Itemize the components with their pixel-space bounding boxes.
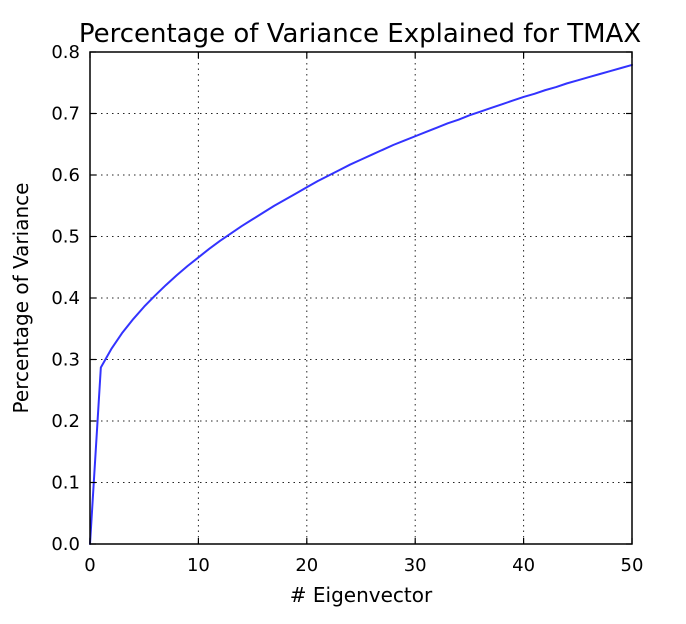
- x-axis-label: # Eigenvector: [290, 583, 433, 607]
- y-tick-label: 0.6: [51, 165, 80, 186]
- x-tick-label: 50: [621, 555, 644, 576]
- series-line: [89, 63, 633, 545]
- x-tick-label: 20: [295, 555, 318, 576]
- grid-lines: [90, 52, 632, 544]
- x-tick-label: 30: [404, 555, 427, 576]
- axis-ticks: [89, 51, 633, 545]
- x-tick-labels: 0 10 20 30 40 50: [84, 555, 643, 576]
- y-tick-labels: 0.0 0.1 0.2 0.3 0.4 0.5 0.6 0.7 0.8: [51, 42, 80, 555]
- series-layer: [89, 63, 633, 545]
- x-tick-label: 0: [84, 555, 95, 576]
- y-axis-label: Percentage of Variance: [9, 183, 33, 414]
- y-tick-label: 0.8: [51, 42, 80, 63]
- y-tick-label: 0.1: [51, 473, 80, 494]
- y-tick-label: 0.2: [51, 411, 80, 432]
- y-tick-label: 0.5: [51, 227, 80, 248]
- y-tick-label: 0.4: [51, 288, 80, 309]
- x-tick-label: 40: [512, 555, 535, 576]
- y-tick-label: 0.0: [51, 534, 80, 555]
- y-tick-label: 0.3: [51, 350, 80, 371]
- chart-title: Percentage of Variance Explained for TMA…: [79, 19, 641, 49]
- x-tick-label: 10: [187, 555, 210, 576]
- y-tick-label: 0.7: [51, 104, 80, 125]
